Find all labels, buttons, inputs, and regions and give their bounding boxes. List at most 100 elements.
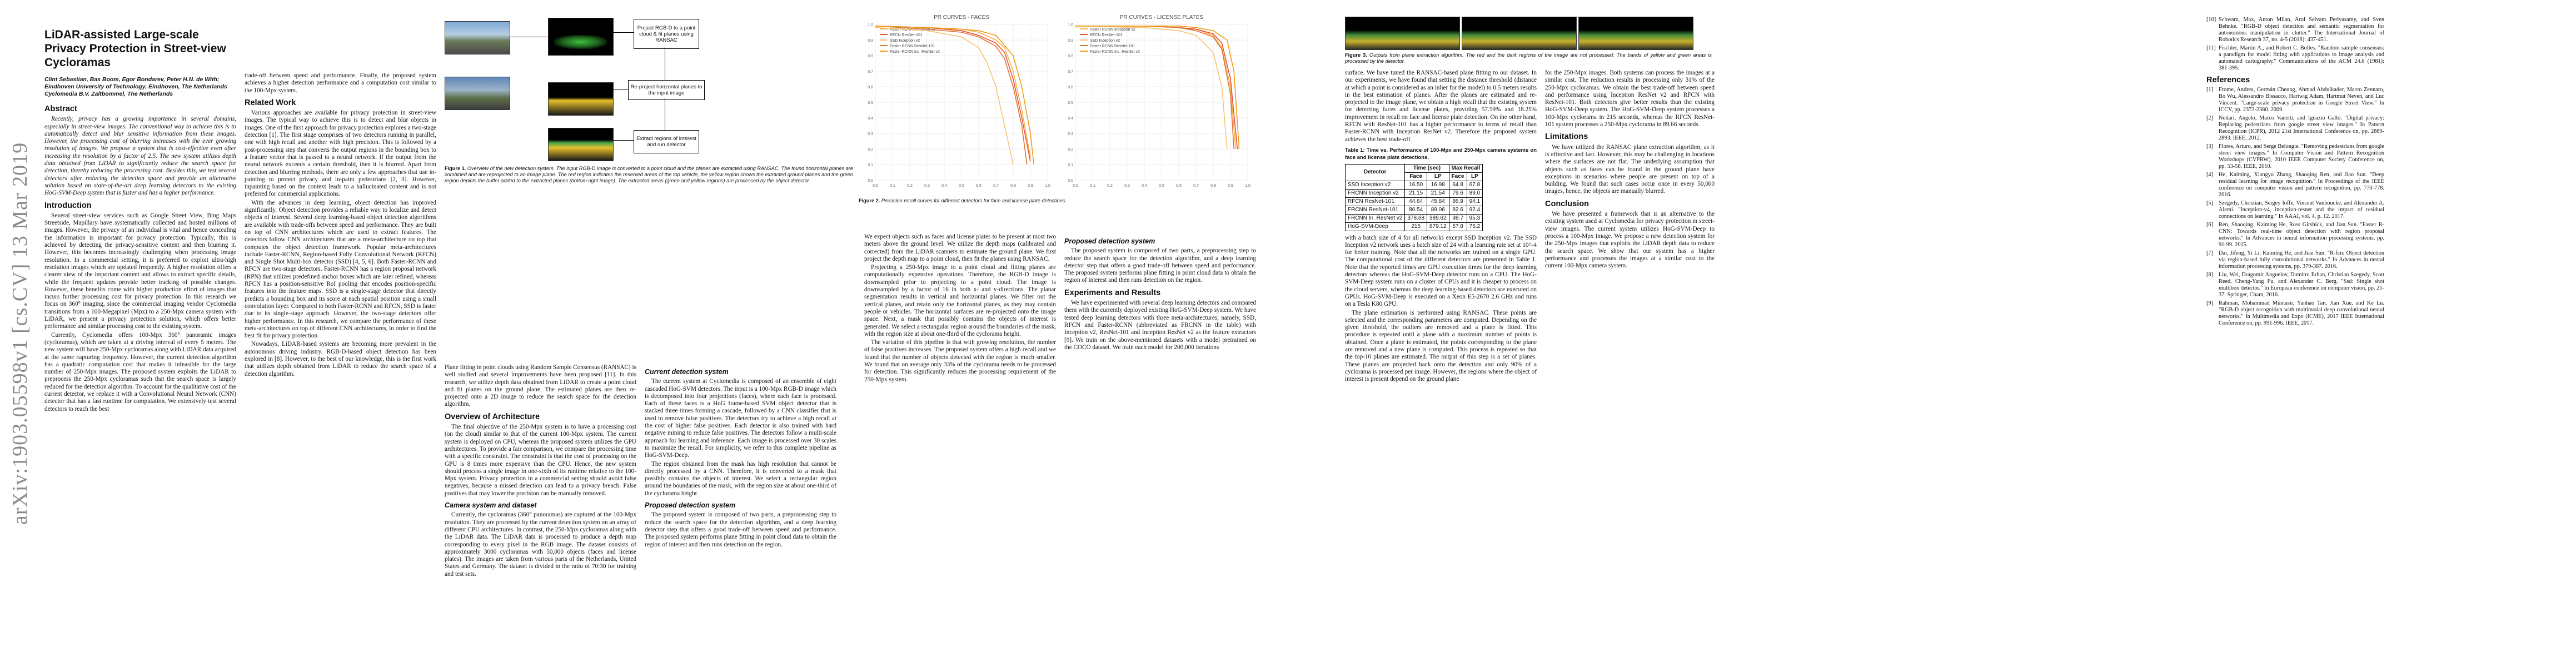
reference-text: He, Kaiming, Xiangyu Zhang, Shaoqing Ren…: [2219, 172, 2384, 198]
series-line: [875, 26, 1034, 165]
paragraph: We have presented a framework that is an…: [1545, 211, 1715, 270]
legend-entry: Faster RCNN Inc. ResNet v2: [890, 50, 940, 54]
x-tick-label: 0.6: [976, 184, 981, 188]
plane-output-image: [1345, 17, 1460, 50]
flow-step-reproject: Re-project horizontal planes to the inpu…: [628, 80, 705, 100]
section-heading-abstract: Abstract: [44, 104, 77, 113]
paragraph: The current system at Cyclomedia is comp…: [645, 378, 836, 459]
section-heading-experiments: Experiments and Results: [1064, 288, 1161, 297]
flow-step-extract: Extract regions of interest and run dete…: [634, 130, 699, 153]
table-cell-detector: FRCNN Inception v2: [1344, 188, 1406, 198]
table-cell: 16.50: [1404, 180, 1427, 190]
x-tick-label: 1.0: [1245, 184, 1250, 188]
paragraph: Projecting a 250-Mpx image to a point cl…: [864, 264, 1056, 337]
table-cell: 89.06: [1426, 205, 1449, 215]
table-cell: 879.12: [1426, 222, 1449, 231]
abstract: Recently, privacy has a growing importan…: [44, 116, 236, 197]
page2-col1: We expect objects such as faces and lice…: [864, 233, 1056, 385]
section-heading-introduction: Introduction: [44, 201, 92, 210]
reference-text: Flores, Arturo, and Serge Belongie. "Rem…: [2219, 143, 2384, 170]
page2-col2: Proposed detection system The proposed s…: [1064, 233, 1256, 352]
table-header: Max Recall: [1448, 163, 1483, 173]
reference-number: [11]: [2206, 45, 2216, 51]
x-tick-label: 0.4: [1142, 184, 1147, 188]
table-header: Time (sec): [1404, 163, 1449, 173]
x-tick-label: 0.4: [941, 184, 947, 188]
y-tick-label: 1.0: [1068, 23, 1073, 27]
figure-2-caption: Figure 2. Precision recall curves for di…: [859, 198, 1067, 203]
results-table: Detector Time (sec) Max Recall Face LP F…: [1344, 163, 1483, 231]
paragraph: With the advances in deep learning, obje…: [245, 199, 436, 340]
page1-col3: Plane fitting in point clouds using Rand…: [445, 364, 636, 579]
reference-number: [4]: [2206, 172, 2214, 178]
y-tick-label: 0.3: [868, 132, 873, 136]
table-cell: 57.8: [1448, 222, 1467, 231]
y-tick-label: 0.2: [1068, 148, 1073, 152]
reference-number: [2]: [2206, 115, 2214, 122]
paragraph: The proposed system is composed of two p…: [1064, 247, 1256, 284]
reference-text: Fischler, Martin A., and Robert C. Bolle…: [2219, 45, 2384, 71]
paragraph: Plane fitting in point clouds using Rand…: [445, 364, 636, 408]
plane-output-image: [1578, 17, 1693, 50]
arxiv-stamp: arXiv:1903.05598v1 [cs.CV] 13 Mar 2019: [8, 142, 32, 525]
x-tick-label: 0.1: [1090, 184, 1095, 188]
table-cell: 21.54: [1426, 188, 1449, 198]
page1-col4: Current detection system The current sys…: [645, 364, 836, 550]
point-cloud-image: [548, 18, 614, 56]
legend-entry: SSD Inception v2: [890, 39, 920, 43]
paragraph: The plane estimation is performed using …: [1345, 309, 1537, 383]
series-line: [875, 26, 1028, 165]
reference-text: Dai, Jifeng, Yi Li, Kaiming He, and Jian…: [2219, 250, 2384, 270]
table-cell: 64.8: [1448, 180, 1467, 190]
street-photo: [445, 21, 510, 54]
table-cell: 21.15: [1404, 188, 1427, 198]
reference-item: [5] Szegedy, Christian, Sergey Ioffe, Vin…: [2206, 200, 2384, 220]
reference-text: Schwarz, Max, Anton Milan, Arul Selvam P…: [2219, 17, 2384, 43]
pr-chart-license-plates: PR CURVES - LICENSE PLATES 0.00.0 0.1 0.1 0.…: [1068, 14, 1250, 188]
y-tick-label: 1.0: [868, 23, 873, 27]
y-tick-label: 0.2: [868, 148, 873, 152]
reference-item: [11] Fischler, Martin A., and Robert C. B…: [2206, 45, 2384, 72]
x-tick-label: 0.3: [924, 184, 930, 188]
y-tick-label: 0.5: [868, 101, 873, 105]
section-heading-overview: Overview of Architecture: [445, 412, 540, 421]
table-caption: Table 1: Time vs. Performance of 100-Mpx…: [1345, 147, 1537, 161]
legend-entry: Faster RCNN Inception v2: [1090, 28, 1135, 32]
series-line: [875, 27, 1014, 165]
paragraph: The proposed system is composed of two p…: [645, 511, 836, 548]
paragraph: Nowadays, LiDAR-based systems are becomi…: [245, 341, 436, 377]
page1-right-column: trade-off between speed and performance.…: [245, 72, 436, 379]
section-heading-references: References: [2206, 76, 2250, 84]
series-line: [875, 26, 1031, 162]
paragraph: trade-off between speed and performance.…: [245, 72, 436, 94]
table-cell: 378.68: [1404, 213, 1427, 223]
section-heading-proposed: Proposed detection system: [645, 501, 736, 510]
y-tick-label: 0.5: [1068, 101, 1073, 105]
paragraph: The variation of this pipeline is that w…: [864, 339, 1056, 383]
paragraph: Several street-view services such as Goo…: [44, 212, 236, 330]
paragraph: The region obtained from the mask has hi…: [645, 460, 836, 497]
pr-chart-faces: PR CURVES - FACES 0.00.0 0.1 0.1 0.2 0.2 0.3 0.…: [868, 14, 1050, 188]
x-tick-label: 0.3: [1124, 184, 1130, 188]
figure-2: PR CURVES - FACES 0.0 0.0 0.1 0.1 0.2 0.2 0.3 0.…: [859, 11, 1259, 211]
table-cell: 16.98: [1426, 180, 1449, 190]
y-tick-label: 0.4: [1068, 117, 1073, 121]
table-cell: 82.6: [1448, 205, 1467, 215]
table-cell-detector: SSD Inception v2: [1344, 180, 1406, 190]
table-subheader: Face: [1448, 172, 1467, 181]
y-tick-label: 0.7: [1068, 70, 1073, 74]
paragraph: with a batch size of 4 for all networks …: [1345, 234, 1537, 308]
figure-1-caption: Figure 1. Overview of the new detection …: [445, 166, 853, 183]
y-tick-label: 0.0: [868, 179, 873, 183]
x-tick-label: 0.0: [1073, 184, 1078, 188]
x-tick-label: 1.0: [1045, 184, 1050, 188]
table-cell: 98.7: [1448, 213, 1467, 223]
table-1: Table 1: Time vs. Performance of 100-Mpx…: [1344, 147, 1537, 231]
series-line: [1075, 25, 1240, 150]
table-cell-detector: FRCNN In. ResNet v2: [1344, 213, 1406, 223]
reference-number: [10]: [2206, 17, 2216, 23]
reference-number: [3]: [2206, 143, 2214, 150]
table-cell-detector: RFCN ResNet-101: [1344, 197, 1406, 206]
paragraph: Currently, Cyclomedia offers 100-Mpx 360…: [44, 331, 236, 412]
references-column: [10] Schwarz, Max, Anton Milan, Arul Selv…: [2206, 17, 2384, 328]
